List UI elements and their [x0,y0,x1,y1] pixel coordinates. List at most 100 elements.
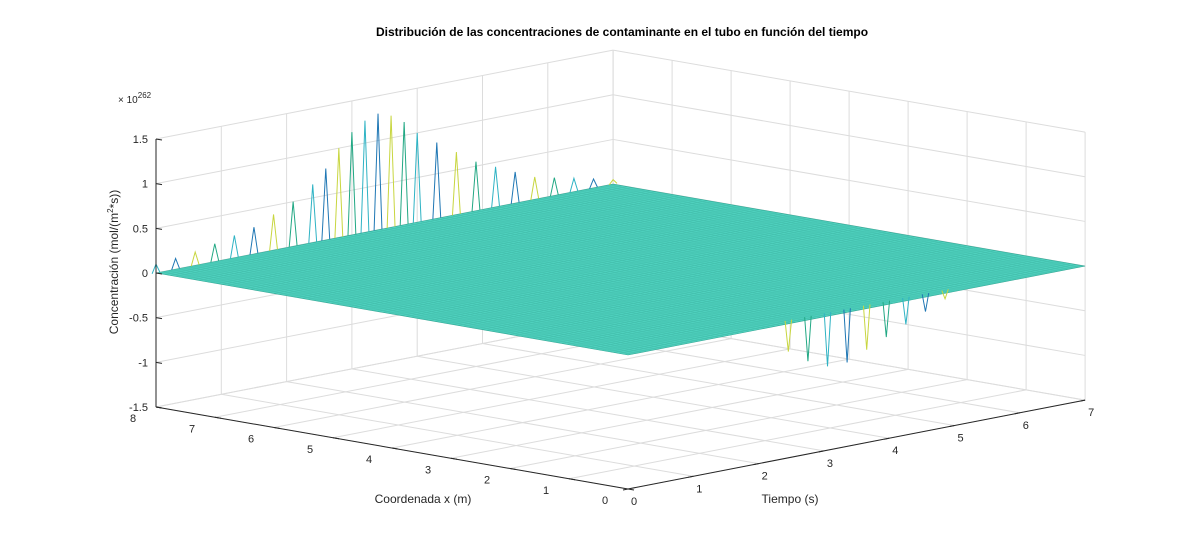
surface-mesh-line [580,257,1038,347]
negative-spike-mark [804,315,812,362]
grid-line-floor-x [509,379,968,469]
y-tick-label: 0 [602,495,608,507]
y-tick-label: 1 [543,485,549,497]
grid-line-floor-x [332,348,791,439]
spike-mark [269,214,278,251]
grid-line-side-z [613,138,1086,222]
x-tick-mark [884,437,890,440]
surface-mesh-line [222,195,680,285]
x-tick-mark [949,425,955,427]
surface-mesh-line [189,189,647,279]
surface-mesh-line [226,196,684,286]
grid-line-floor-x [568,389,1027,480]
x-axis-line [627,399,1086,490]
surface-mesh-line [613,263,1071,353]
surface-mesh-line [198,191,656,281]
y-tick-mark [214,416,222,419]
surface-mesh-line [184,188,642,279]
x-tick-label: 4 [892,445,898,457]
surface-mesh-line [557,253,1015,343]
y-tick-label: 4 [366,454,372,466]
surface-mesh-line [448,234,906,325]
x-tick-label: 2 [762,471,768,483]
spike-mark [471,161,481,212]
surface-mesh-line [594,260,1053,350]
surface-mesh-line [203,192,661,282]
z-tick-label: -1 [138,357,148,369]
surface-mesh-line [193,190,651,280]
surface-mesh-line [330,214,788,304]
z-tick-mark [155,183,163,186]
surface-mesh-line [524,247,982,338]
surface-mesh-line [458,236,916,326]
surface-mesh-line [514,246,972,336]
surface-mesh-line [344,216,802,306]
surface-mesh-line [599,261,1057,351]
surface-mesh-line [288,206,746,297]
grid-line-back-z [155,138,614,229]
y-tick-mark [273,427,281,429]
x-tick-label: 5 [958,433,964,445]
surface-mesh-line [401,226,859,316]
z-tick-mark [155,317,163,320]
spike-mark [334,148,344,239]
z-axis-label-sup: 2 [106,208,115,213]
spike-mark [288,201,298,248]
spike-mark [608,178,618,186]
z-tick-label: -0.5 [129,313,148,325]
surface-mesh-line [160,184,618,274]
grid-line-side-z [613,94,1086,178]
x-tick-mark [1080,399,1086,402]
surface-mesh-line [377,222,835,312]
z-exponent-base: × 10 [118,95,138,106]
z-tick-mark [155,227,163,230]
surface-mesh-line [302,209,760,299]
surface-mesh-line [406,227,864,317]
y-tick-label: 3 [425,464,431,476]
surface-mesh-line [212,193,670,284]
z-tick-mark [155,138,163,141]
surface-layer [155,183,1086,356]
surface-mesh-line [443,233,902,324]
spike-mark [308,184,318,244]
surface-mesh-line [604,261,1062,352]
spike-mark [229,235,239,259]
surface-mesh-line [311,210,769,301]
surface-mesh-line [349,217,807,307]
chart-title: Distribución de las concentraciones de c… [376,25,868,39]
surface-mesh-line [500,243,958,334]
surface-mesh-line [552,252,1010,343]
surface-mesh-line [533,249,991,339]
x-tick-mark [688,475,694,478]
spike-mark [210,243,220,263]
spike-mark [549,177,559,197]
surface-mesh-line [354,218,812,308]
z-exponent-power: 262 [138,91,152,100]
negative-spike-mark [902,296,910,325]
z-tick-label: 1.5 [133,134,148,146]
surface-mesh-line [358,219,817,309]
y-tick-mark [509,468,517,470]
surface-mesh-line [316,211,774,302]
grid-line-back-z [155,94,614,185]
z-tick-label: 0.5 [133,223,148,235]
z-tick-label: -1.5 [129,402,148,414]
surface-mesh-line [491,242,949,332]
z-tick-label: 1 [142,179,148,191]
spike-mark [373,113,383,231]
y-tick-mark [450,457,458,460]
surface-mesh-line [273,204,732,294]
spike-mark [530,176,540,201]
y-tick-mark [568,478,576,481]
negative-spike-mark [882,300,891,338]
surface-mesh-line [410,228,869,318]
x-axis-label: Tiempo (s) [762,492,819,506]
surface-mesh-line [391,224,850,315]
spike-mark [249,227,259,255]
surface-mesh-line [528,248,987,338]
surface-mesh-line [509,245,968,335]
surface-mesh-line [321,212,779,302]
negative-spike-mark [862,304,871,350]
surface-mesh-line [472,238,930,329]
